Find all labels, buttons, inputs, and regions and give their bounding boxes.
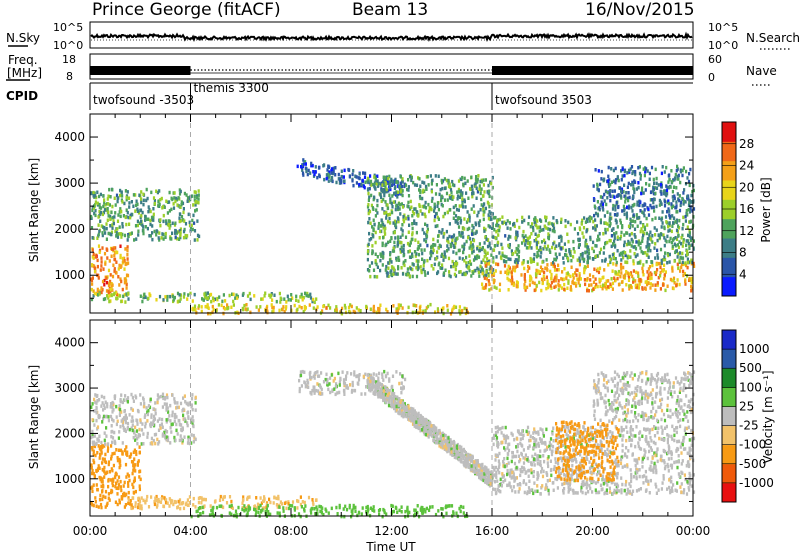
nave-tick-top: 60 <box>708 53 722 66</box>
nsky-label: N.Sky <box>6 31 40 45</box>
power-colorbar-bin <box>722 141 736 162</box>
x-tick-label: 00:00 <box>73 524 108 538</box>
beam-title: Beam 13 <box>352 0 428 20</box>
velocity-colorbar-bin <box>722 444 736 465</box>
plot-frame <box>89 319 694 517</box>
velocity-colorbar-bin <box>722 463 736 484</box>
nave-label: Nave <box>746 64 777 78</box>
freq-tick-bottom: 8 <box>66 70 73 83</box>
x-axis-label: Time UT <box>365 540 416 554</box>
nsearch-tick-bottom: 10^0 <box>708 39 738 52</box>
cpid-segment-label: twofsound 3503 <box>495 93 592 107</box>
power-colorbar-bin <box>722 218 736 239</box>
power-colorbar-tick: 28 <box>739 137 754 151</box>
x-tick-label: 00:00 <box>676 524 711 538</box>
velocity-y-axis-label: Slant Range [km] <box>27 365 41 469</box>
y-tick-label: 3000 <box>54 176 85 190</box>
velocity-colorbar-tick: -500 <box>739 457 766 471</box>
nave-tick-bottom: 0 <box>708 71 715 84</box>
cpid-segment-label: themis 3300 <box>194 81 269 95</box>
velocity-colorbar-tick: 500 <box>739 361 762 375</box>
x-tick-label: 16:00 <box>475 524 510 538</box>
velocity-colorbar-frame <box>721 329 737 503</box>
power-colorbar-bin <box>722 160 736 181</box>
nsky-tick-bottom: 10^0 <box>53 39 83 52</box>
velocity-colorbar: -1000 -500 -100 -25 25 100 500 1000 <box>721 329 774 503</box>
power-plot: 1000 2000 3000 4000 <box>54 113 696 316</box>
power-colorbar-bin <box>722 238 736 258</box>
y-tick-label: 1000 <box>54 472 85 486</box>
power-y-axis-label: Slant Range [km] <box>27 158 41 262</box>
power-colorbar-bin <box>722 180 736 200</box>
y-tick-label: 3000 <box>54 381 85 395</box>
freq-label: Freq. <box>8 53 38 67</box>
freq-block-late <box>492 66 693 75</box>
velocity-colorbar-bin <box>722 482 736 503</box>
power-colorbar-tick: 12 <box>739 224 754 238</box>
freq-unit-label: [MHz] <box>7 66 42 80</box>
nsearch-tick-top: 10^5 <box>708 21 738 34</box>
station-title: Prince George (fitACF) <box>92 0 281 20</box>
freq-tick-top: 18 <box>62 53 76 66</box>
velocity-colorbar-bin <box>722 406 736 427</box>
velocity-colorbar-tick: 1000 <box>739 342 770 356</box>
power-colorbar-bin <box>722 257 736 278</box>
power-colorbar: 4 8 12 16 20 24 28 <box>721 121 754 297</box>
x-tick-label: 12:00 <box>374 524 409 538</box>
y-tick-label: 2000 <box>54 426 85 440</box>
x-tick-label: 04:00 <box>173 524 208 538</box>
power-colorbar-label: Power [dB] <box>759 177 773 242</box>
velocity-colorbar-tick: -1000 <box>739 476 774 490</box>
freq-trace <box>90 66 693 75</box>
velocity-colorbar-tick: -25 <box>739 419 759 433</box>
velocity-colorbar-bin <box>722 387 736 407</box>
velocity-cells <box>90 369 696 519</box>
cpid-label: CPID <box>6 89 38 103</box>
power-colorbar-bin <box>722 122 736 142</box>
velocity-colorbar-label: Velocity [m s⁻¹] <box>761 370 775 463</box>
freq-block-early <box>90 66 191 75</box>
velocity-colorbar-bin <box>722 349 736 369</box>
nsky-trace <box>90 31 693 42</box>
y-tick-label: 4000 <box>54 130 85 144</box>
power-cells <box>90 158 696 316</box>
nsearch-label: N.Search <box>746 31 800 45</box>
power-colorbar-tick: 20 <box>739 180 754 194</box>
y-tick-label: 1000 <box>54 268 85 282</box>
nsky-panel <box>89 21 694 49</box>
nsky-line <box>90 31 693 42</box>
y-tick-label: 2000 <box>54 222 85 236</box>
power-colorbar-tick: 4 <box>739 267 747 281</box>
cpid-segment-label: twofsound -3503 <box>93 93 194 107</box>
power-colorbar-tick: 16 <box>739 202 754 216</box>
velocity-colorbar-bin <box>722 368 736 388</box>
x-tick-label: 20:00 <box>575 524 610 538</box>
velocity-colorbar-bin <box>722 425 736 446</box>
x-tick-label: 08:00 <box>274 524 309 538</box>
velocity-colorbar-tick: 100 <box>739 380 762 394</box>
power-colorbar-bin <box>722 276 736 297</box>
velocity-plot: 1000 2000 3000 4000 00:00 04:00 08:00 12:00 16:0… <box>54 319 711 538</box>
velocity-colorbar-bin <box>722 330 736 350</box>
velocity-colorbar-tick: 25 <box>739 399 754 413</box>
power-colorbar-tick: 24 <box>739 159 754 173</box>
nsky-tick-top: 10^5 <box>53 21 83 34</box>
date-title: 16/Nov/2015 <box>585 0 695 20</box>
power-colorbar-tick: 8 <box>739 246 747 260</box>
y-tick-label: 4000 <box>54 336 85 350</box>
velocity-colorbar-tick: -100 <box>739 438 766 452</box>
